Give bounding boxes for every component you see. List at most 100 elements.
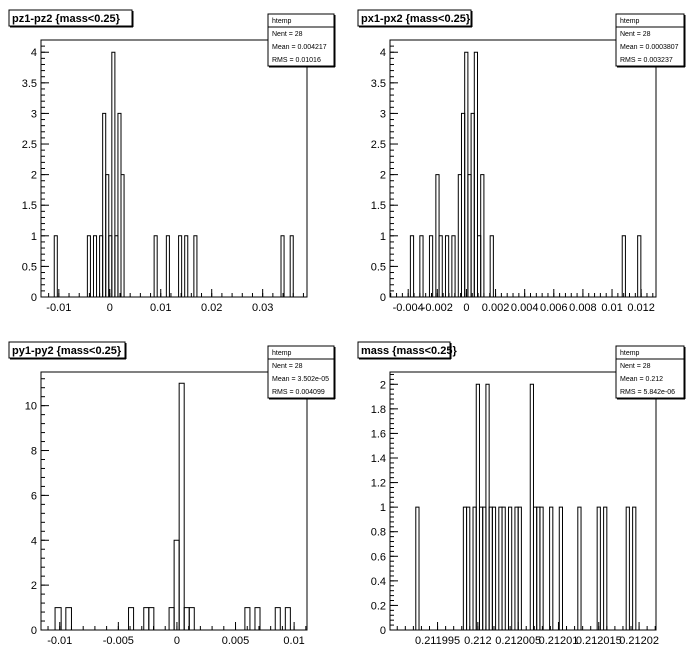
- x-tick-label: -0.002: [422, 302, 453, 314]
- y-tick-label: 1.2: [371, 478, 386, 490]
- stats-mean: Mean = 0.004217: [272, 44, 327, 51]
- chart-title: px1-px2 {mass<0.25}: [361, 13, 471, 25]
- histogram-bin: [188, 607, 195, 630]
- y-tick-label: 2.5: [371, 139, 386, 151]
- stats-rms: RMS = 0.004099: [272, 389, 325, 396]
- histogram-bin: [193, 235, 198, 297]
- y-tick-label: 4: [31, 535, 37, 547]
- y-tick-label: 10: [25, 401, 37, 413]
- x-tick-label: 0.03: [252, 302, 273, 314]
- histogram-bin: [54, 607, 62, 630]
- stats-mean: Mean = 0.212: [620, 376, 663, 383]
- y-tick-label: 2: [31, 580, 37, 592]
- y-tick-label: 6: [31, 490, 37, 502]
- histogram-panel-4: 0.211995 0.212 0.2120050.212010.2120150.21…: [357, 341, 686, 647]
- y-tick-label: 2: [31, 170, 37, 182]
- y-tick-label: 1.4: [371, 453, 386, 465]
- y-tick-label: 0.5: [22, 261, 37, 273]
- stats-name: htemp: [620, 350, 640, 357]
- x-tick-label: -0.004: [393, 302, 424, 314]
- histogram-bin: [480, 174, 485, 297]
- histogram-bin: [415, 506, 420, 630]
- title-box: [357, 9, 472, 27]
- histogram-bin: [603, 506, 608, 630]
- x-tick-label: -0.01: [47, 635, 72, 647]
- stats-entries: Nent = 28: [272, 363, 303, 370]
- histogram-panel-3: -0.01 -0.005 0 0.005 0.01 0 2 4 6 8 10 py1-py2 {mas…: [8, 341, 336, 647]
- histogram-bin: [128, 607, 135, 630]
- stats-box: [267, 345, 335, 399]
- x-tick-label: 0.005: [222, 635, 250, 647]
- y-tick-label: 2: [380, 379, 386, 391]
- histogram-bin: [438, 235, 443, 297]
- histogram-bin: [184, 235, 189, 297]
- y-tick-label: 4: [380, 47, 386, 59]
- stats-name: htemp: [272, 350, 292, 357]
- histogram-panel-2: -0.004-0.002 0 0.002 0.004 0.006 0.008 0.01 0.0…: [357, 9, 686, 314]
- title-box: [8, 341, 126, 359]
- y-tick-label: 3.5: [371, 78, 386, 90]
- stats-entries: Nent = 28: [272, 31, 303, 38]
- x-tick-label: 0.211995: [415, 635, 460, 647]
- x-tick-label: 0.212: [464, 635, 492, 647]
- stats-mean: Mean = 0.0003807: [620, 44, 679, 51]
- histogram-bin: [491, 506, 497, 630]
- x-tick-label: 0.004: [511, 302, 539, 314]
- histogram-bin: [120, 174, 125, 297]
- stats-name: htemp: [620, 18, 640, 25]
- stats-entries: Nent = 28: [620, 363, 651, 370]
- histogram-bin: [625, 506, 630, 630]
- histogram-bin: [65, 607, 72, 630]
- chart-title: mass {mass<0.25}: [361, 345, 457, 357]
- y-tick-label: 1.8: [371, 404, 386, 416]
- stats-box: [267, 13, 335, 67]
- y-tick-label: 3: [31, 108, 37, 120]
- histogram-bin: [280, 235, 285, 297]
- histogram-bin: [244, 607, 251, 630]
- histogram-bin: [178, 382, 185, 630]
- x-tick-label: 0.212005: [495, 635, 541, 647]
- histogram-bin: [86, 235, 91, 297]
- x-tick-label: -0.01: [46, 302, 71, 314]
- y-tick-label: 1.6: [371, 428, 386, 440]
- histogram-bin: [596, 506, 601, 630]
- histogram-bin: [254, 607, 261, 630]
- y-tick-label: 0: [380, 292, 386, 304]
- y-tick-label: 1: [380, 502, 386, 514]
- histogram-bin: [419, 235, 424, 297]
- x-tick-label: 0.01: [601, 302, 622, 314]
- histogram-bin: [428, 235, 434, 297]
- y-tick-label: 0.8: [371, 527, 386, 539]
- x-tick-label: 0.012: [627, 302, 655, 314]
- y-tick-label: 0: [380, 625, 386, 637]
- x-tick-label: 0: [463, 302, 469, 314]
- histogram-bin: [632, 506, 637, 630]
- plot-frame: [389, 371, 657, 631]
- y-tick-label: 0.2: [371, 600, 386, 612]
- chart-title: py1-py2 {mass<0.25}: [12, 345, 122, 357]
- histogram-bin: [409, 235, 415, 297]
- histogram-bin: [517, 506, 522, 630]
- histogram-bin: [53, 235, 58, 297]
- x-tick-label: 0.02: [201, 302, 222, 314]
- y-tick-label: 2.5: [22, 139, 37, 151]
- title-box: [8, 9, 133, 27]
- histogram-bin: [466, 506, 471, 630]
- y-tick-label: 4: [31, 47, 37, 59]
- title-box: [357, 341, 451, 359]
- x-tick-label: 0.21202: [619, 635, 659, 647]
- stats-mean: Mean = 3.502e-05: [272, 376, 329, 383]
- y-tick-label: 1: [31, 231, 37, 243]
- histogram-bin: [284, 607, 291, 630]
- y-tick-label: 1.5: [371, 200, 386, 212]
- histogram-bin: [489, 235, 494, 297]
- histogram-bin: [501, 506, 506, 630]
- x-tick-label: 0.002: [482, 302, 510, 314]
- stats-box: [615, 13, 685, 67]
- histogram-bin: [621, 235, 626, 297]
- x-tick-label: 0: [107, 302, 113, 314]
- histogram-bin: [289, 235, 294, 297]
- y-tick-label: 1.5: [22, 200, 37, 212]
- y-tick-label: 0.6: [371, 551, 386, 563]
- y-tick-label: 0: [31, 292, 37, 304]
